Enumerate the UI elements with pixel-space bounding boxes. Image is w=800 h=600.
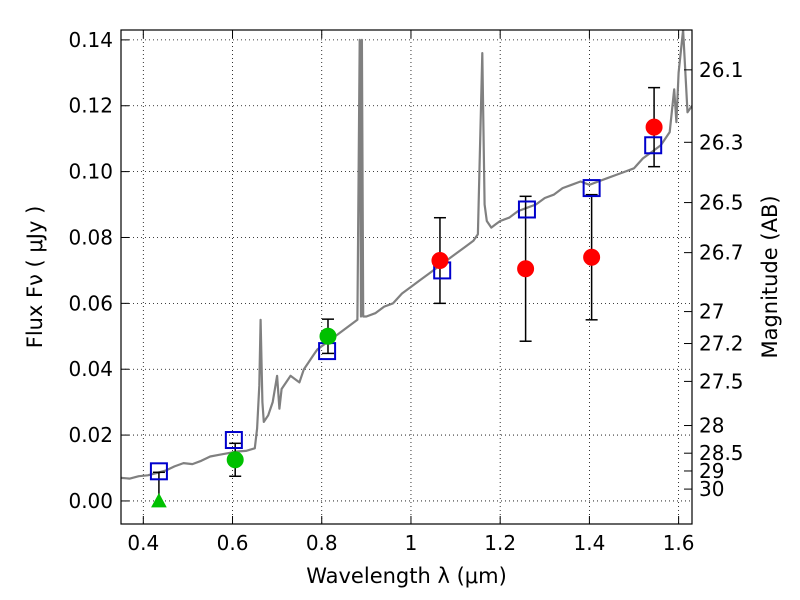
right-tick-label: 27.5 (699, 369, 744, 393)
right-tick-label: 27 (699, 300, 724, 324)
right-tick-label: 26.5 (699, 191, 744, 215)
data-circle-marker (517, 260, 535, 278)
model-square-marker (517, 200, 536, 219)
right-tick-label: 29 (699, 459, 724, 483)
model-square-marker (224, 431, 243, 450)
spectrum-line (121, 30, 692, 480)
right-tick-label: 28 (699, 414, 724, 438)
y-tick-label: 0.04 (68, 357, 113, 381)
grid-lines (121, 30, 692, 524)
error-bars (152, 86, 661, 502)
y-tick-label: 0.02 (68, 423, 113, 447)
data-markers (149, 118, 663, 508)
model-square-marker (582, 179, 601, 198)
y-tick-label: 0.14 (68, 28, 113, 52)
x-tick-label: 1 (405, 531, 418, 555)
x-tick-label: 1.4 (573, 531, 605, 555)
x-axis-label: Wavelength λ (μm) (306, 564, 507, 588)
data-circle-marker (319, 327, 337, 345)
y-tick-label: 0.10 (68, 160, 113, 184)
model-square-marker (644, 136, 663, 155)
right-tick-label: 30 (699, 477, 724, 501)
y-tick-label: 0.08 (68, 225, 113, 249)
data-circle-marker (583, 248, 601, 266)
right-tick-label: 26.3 (699, 130, 744, 154)
upper-limit-marker (151, 492, 167, 508)
data-circle-marker (645, 118, 663, 136)
y-tick-label: 0.00 (68, 489, 113, 513)
x-tick-label: 0.4 (127, 531, 159, 555)
y-axis-label: Flux Fν ( μJy ) (23, 206, 47, 349)
x-tick-label: 1.2 (484, 531, 516, 555)
right-tick-label: 26.7 (699, 241, 744, 265)
plot-frame (120, 29, 693, 525)
right-tick-label: 27.2 (699, 332, 744, 356)
axis-ticks: 0.4 0.6 0.8 1 1.2 1.4 1.6 0.00 0.02 0.04 0.06 0.08 0… (68, 28, 743, 555)
data-circle-marker (226, 451, 244, 469)
x-tick-label: 1.6 (663, 531, 695, 555)
model-square-marker (149, 462, 168, 481)
x-tick-label: 0.8 (306, 531, 338, 555)
model-spectrum (121, 30, 692, 480)
right-axis-label: Magnitude (AB) (758, 195, 782, 358)
y-tick-label: 0.12 (68, 94, 113, 118)
x-tick-label: 0.6 (217, 531, 249, 555)
right-tick-label: 26.1 (699, 58, 744, 82)
data-circle-marker (431, 252, 449, 270)
right-tick-label: 28.5 (699, 441, 744, 465)
y-tick-label: 0.06 (68, 291, 113, 315)
